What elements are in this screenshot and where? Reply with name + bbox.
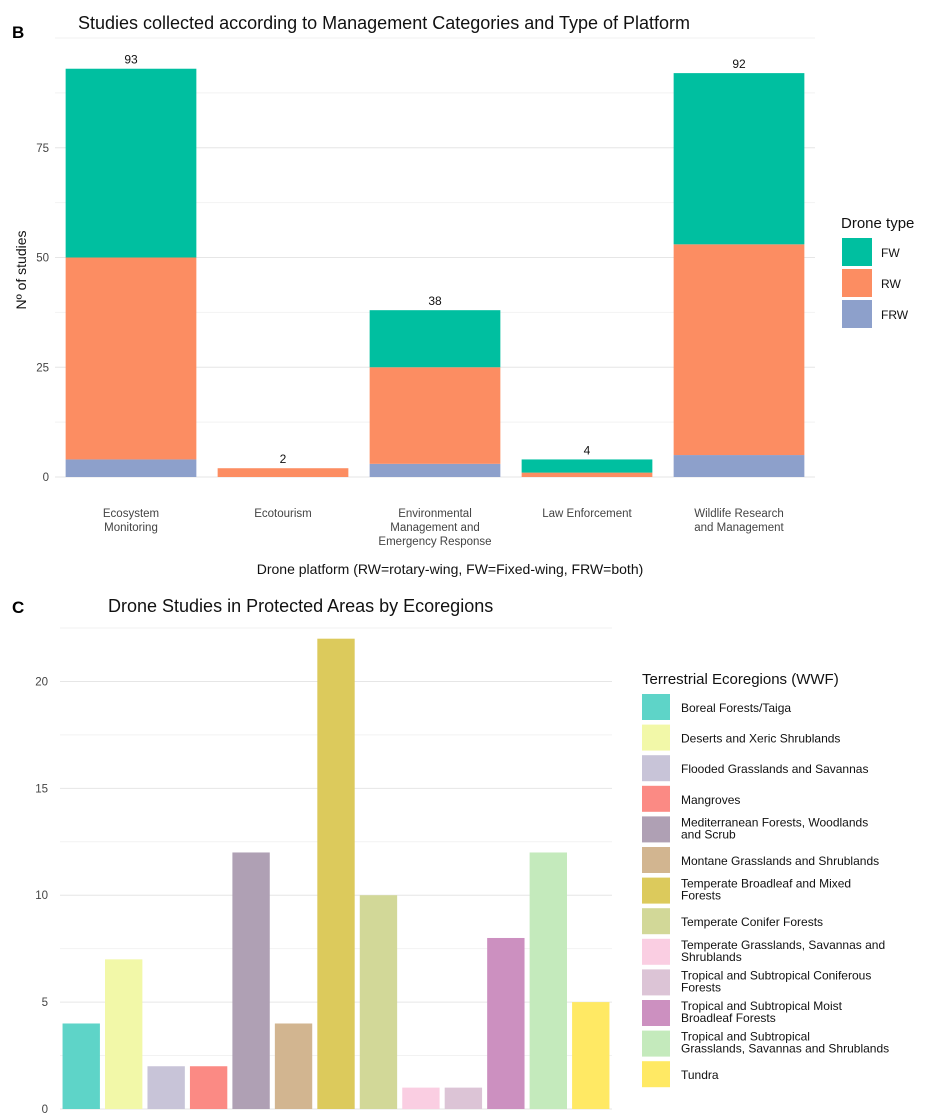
chart-b-legend: FW RW FRW — [842, 238, 909, 328]
legend-key-mediterranean-forests-woodlands-and-scrub — [642, 816, 670, 843]
x-tick-label-ecotourism: Ecotourism — [254, 508, 312, 520]
chart-c-y-ticks: 0 5 10 15 20 — [35, 676, 48, 1113]
legend-label-tundra: Tundra — [681, 1068, 719, 1082]
legend-key-tropical-and-subtropical-grasslands-savannas-and-shrublands — [642, 1030, 670, 1057]
x-tick-label-wildlife-research-and-management: Wildlife Research and Management — [694, 508, 784, 534]
bar-flooded-grasslands-and-savannas — [147, 1066, 185, 1109]
bar-segment-frw-ecosystem-monitoring — [65, 459, 197, 477]
legend-label-tropical-and-subtropical-coniferous-forests: Tropical and Subtropical Coniferous Fores… — [681, 968, 871, 994]
y-tick-label: 0 — [43, 472, 49, 484]
legend-key-mangroves — [642, 785, 670, 812]
legend-key-frw — [842, 300, 872, 328]
bar-segment-rw-environmental-management-and-emergency-response — [369, 367, 501, 464]
bar-tropical-and-subtropical-moist-broadleaf-forests — [487, 937, 525, 1109]
x-tick-label-law-enforcement: Law Enforcement — [542, 508, 632, 520]
y-tick-label: 0 — [42, 1104, 48, 1113]
bar-segment-fw-environmental-management-and-emergency-response — [369, 310, 501, 368]
bar-tropical-and-subtropical-coniferous-forests — [444, 1087, 483, 1109]
bar-tundra — [572, 1002, 610, 1109]
bar-total-label: 92 — [732, 57, 746, 71]
bar-tropical-and-subtropical-grasslands-savannas-and-shrublands — [529, 852, 567, 1109]
bar-deserts-and-xeric-shrublands — [105, 959, 143, 1109]
legend-key-montane-grasslands-and-shrublands — [642, 847, 670, 873]
chart-c-legend: Boreal Forests/Taiga Deserts and Xeric Sh… — [642, 694, 889, 1088]
y-tick-label: 75 — [36, 143, 49, 155]
x-tick-label-environmental-management-and-emergency-response: Environmental Management and Emergency Res… — [378, 508, 491, 548]
legend-key-deserts-and-xeric-shrublands — [642, 724, 670, 751]
legend-label-mediterranean-forests-woodlands-and-scrub: Mediterranean Forests, Woodlands and Scru… — [681, 815, 868, 841]
bar-montane-grasslands-and-shrublands — [274, 1023, 313, 1109]
legend-key-fw — [842, 238, 872, 266]
legend-key-temperate-conifer-forests — [642, 908, 670, 935]
bar-temperate-conifer-forests — [359, 895, 398, 1109]
bar-total-label: 4 — [584, 443, 591, 457]
bar-temperate-broadleaf-and-mixed-forests — [317, 638, 355, 1109]
y-tick-label: 15 — [35, 783, 48, 795]
legend-key-temperate-grasslands-savannas-and-shrublands — [642, 938, 670, 965]
y-tick-label: 50 — [36, 253, 49, 265]
x-tick-label-ecosystem-monitoring: Ecosystem Monitoring — [103, 508, 159, 534]
chart-b-x-ticks: Ecosystem Monitoring Ecotourism Environment… — [103, 508, 785, 548]
y-tick-label: 20 — [35, 676, 48, 688]
bar-segment-rw-law-enforcement — [521, 472, 653, 477]
chart-b-title: Studies collected according to Managemen… — [78, 13, 690, 33]
bar-boreal-forests-taiga — [62, 1023, 100, 1109]
bar-segment-frw-wildlife-research-and-management — [673, 455, 805, 477]
chart-b-x-axis-title: Drone platform (RW=rotary-wing, FW=Fixed… — [257, 561, 644, 577]
legend-label-mangroves: Mangroves — [681, 793, 740, 807]
bar-mangroves — [189, 1066, 228, 1109]
chart-c-title: Drone Studies in Protected Areas by Ecor… — [108, 596, 493, 616]
legend-label-deserts-and-xeric-shrublands: Deserts and Xeric Shrublands — [681, 732, 840, 746]
panel-c-letter: C — [12, 598, 24, 617]
y-tick-label: 10 — [35, 890, 48, 902]
legend-key-tundra — [642, 1061, 670, 1088]
legend-label-tropical-and-subtropical-moist-broadleaf-forests: Tropical and Subtropical Moist Broadleaf … — [681, 999, 843, 1025]
legend-key-boreal-forests-taiga — [642, 694, 670, 720]
chart-b-legend-title: Drone type — [841, 215, 914, 232]
legend-key-rw — [842, 269, 872, 297]
chart-b-y-ticks: 0 25 50 75 — [36, 143, 49, 484]
legend-label-flooded-grasslands-and-savannas: Flooded Grasslands and Savannas — [681, 762, 868, 776]
legend-label-temperate-grasslands-savannas-and-shrublands: Temperate Grasslands, Savannas and Shrubl… — [681, 938, 885, 964]
y-tick-label: 5 — [42, 997, 48, 1009]
legend-label-montane-grasslands-and-shrublands: Montane Grasslands and Shrublands — [681, 854, 879, 868]
legend-label-fw: FW — [881, 246, 900, 260]
panel-b-letter: B — [12, 23, 24, 42]
legend-key-tropical-and-subtropical-moist-broadleaf-forests — [642, 1000, 670, 1026]
bar-segment-fw-law-enforcement — [521, 459, 653, 473]
legend-label-temperate-broadleaf-and-mixed-forests: Temperate Broadleaf and Mixed Forests — [681, 877, 851, 903]
bar-total-label: 38 — [428, 294, 442, 308]
chart-b-y-axis-title: Nº of studies — [13, 230, 29, 309]
bar-segment-rw-wildlife-research-and-management — [673, 244, 805, 456]
bar-segment-rw-ecotourism — [217, 468, 349, 477]
bar-segment-fw-wildlife-research-and-management — [673, 73, 805, 245]
chart-b-bars — [65, 68, 805, 477]
legend-label-temperate-conifer-forests: Temperate Conifer Forests — [681, 915, 823, 929]
legend-key-flooded-grasslands-and-savannas — [642, 755, 670, 782]
bar-segment-fw-ecosystem-monitoring — [65, 68, 197, 258]
legend-label-tropical-and-subtropical-grasslands-savannas-and-shrublands: Tropical and Subtropical Grasslands, Sava… — [681, 1030, 889, 1056]
bar-total-label: 93 — [124, 53, 138, 67]
bar-segment-frw-environmental-management-and-emergency-response — [369, 463, 501, 477]
bar-total-label: 2 — [280, 452, 287, 466]
y-tick-label: 25 — [36, 362, 49, 374]
legend-label-frw: FRW — [881, 308, 909, 322]
legend-label-rw: RW — [881, 277, 901, 291]
bar-temperate-grasslands-savannas-and-shrublands — [402, 1087, 440, 1109]
chart-b-bar-labels: 93 2 38 4 92 — [124, 53, 746, 466]
legend-label-boreal-forests-taiga: Boreal Forests/Taiga — [681, 701, 791, 715]
bar-mediterranean-forests-woodlands-and-scrub — [232, 852, 270, 1109]
legend-key-temperate-broadleaf-and-mixed-forests — [642, 877, 670, 904]
legend-key-tropical-and-subtropical-coniferous-forests — [642, 969, 670, 996]
chart-c-legend-title: Terrestrial Ecoregions (WWF) — [642, 671, 839, 688]
bar-segment-rw-ecosystem-monitoring — [65, 257, 197, 460]
chart-c-bars — [62, 638, 610, 1109]
